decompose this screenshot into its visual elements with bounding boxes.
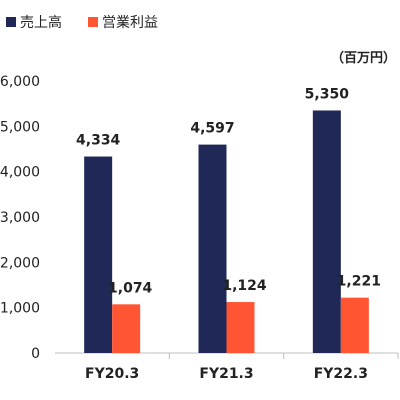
data-label: 4,597 xyxy=(190,121,234,137)
legend-label-sales: 売上高 xyxy=(20,14,62,31)
legend-label-operating-income: 営業利益 xyxy=(102,15,158,31)
y-tick-label: 3,000 xyxy=(0,210,40,226)
data-label: 1,221 xyxy=(337,274,381,290)
x-tick-label: FY22.3 xyxy=(314,366,368,382)
data-label: 4,334 xyxy=(76,133,121,149)
data-label: 1,124 xyxy=(222,278,267,294)
y-tick-label: 6,000 xyxy=(0,74,40,90)
bar-operating-income xyxy=(340,297,369,353)
y-tick-label: 4,000 xyxy=(0,165,40,181)
data-labels: 4,334 1,074 4,597 1,124 5,350 1,221 xyxy=(76,86,381,296)
data-label: 5,350 xyxy=(305,86,350,102)
data-label: 1,074 xyxy=(108,280,153,296)
x-tick-label: FY20.3 xyxy=(85,366,139,382)
bar-sales xyxy=(198,144,227,353)
y-tick-label: 1,000 xyxy=(0,301,40,317)
y-tick-label: 2,000 xyxy=(0,255,40,271)
legend-swatch-sales xyxy=(6,17,16,27)
legend-swatch-operating-income xyxy=(88,17,98,27)
unit-label: （百万円） xyxy=(331,50,396,66)
x-tick-label: FY21.3 xyxy=(199,366,253,382)
bars xyxy=(84,110,369,353)
x-axis: FY20.3 FY21.3 FY22.3 xyxy=(85,353,399,382)
bar-operating-income xyxy=(112,304,141,353)
y-tick-label: 5,000 xyxy=(0,119,40,135)
y-axis: 0 1,000 2,000 3,000 4,000 5,000 6,000 xyxy=(0,74,40,362)
bar-operating-income xyxy=(226,302,255,353)
legend: 売上高 営業利益 xyxy=(6,14,158,31)
bar-sales xyxy=(312,110,341,353)
y-tick-label: 0 xyxy=(31,346,40,362)
bar-sales xyxy=(84,156,113,353)
